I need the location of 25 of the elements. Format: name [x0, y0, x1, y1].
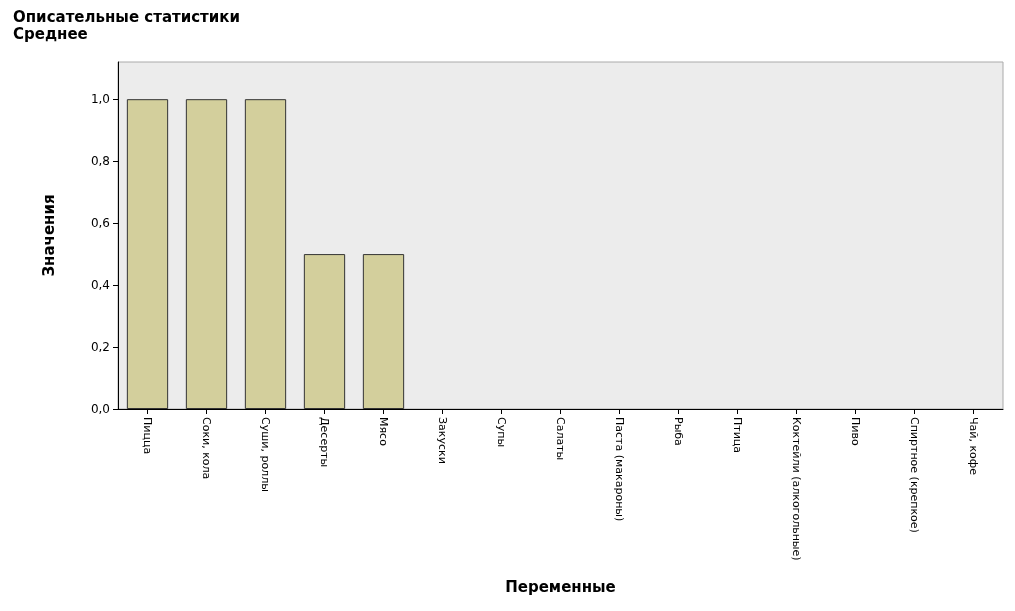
x-tick-label: Суши, роллы	[259, 417, 272, 492]
x-axis-title: Переменные	[505, 577, 616, 596]
y-tick-label: 0,0	[90, 402, 110, 416]
x-tick-label: Супы	[495, 417, 508, 448]
chart-title: Описательные статистики	[13, 7, 240, 26]
x-tick-label: Пиво	[849, 417, 862, 446]
x-tick-label: Чай, кофе	[967, 417, 980, 476]
x-tick-label: Спиртное (крепкое)	[908, 417, 921, 533]
x-tick-label: Птица	[731, 417, 744, 454]
y-tick-label: 0,4	[90, 278, 110, 293]
x-tick-label: Паста (макароны)	[613, 417, 626, 522]
chart-subtitle: Среднее	[13, 24, 88, 43]
x-tick-label: Пицца	[141, 417, 154, 455]
x-tick-label: Салаты	[554, 417, 567, 461]
x-tick-label: Коктейли (алкогольные)	[790, 417, 803, 561]
y-tick-label: 1,0	[90, 92, 110, 107]
y-tick-label: 0,8	[90, 154, 110, 169]
y-axis-title: Значения	[39, 194, 58, 277]
y-tick-label: 0,6	[90, 216, 110, 231]
y-tick-label: 0,2	[90, 340, 110, 355]
x-tick-label: Закуски	[436, 417, 449, 464]
x-tick-label: Соки, кола	[200, 417, 213, 480]
x-tick-label: Рыба	[672, 417, 685, 446]
x-tick-label: Мясо	[377, 417, 390, 447]
x-tick-label: Десерты	[318, 417, 331, 468]
